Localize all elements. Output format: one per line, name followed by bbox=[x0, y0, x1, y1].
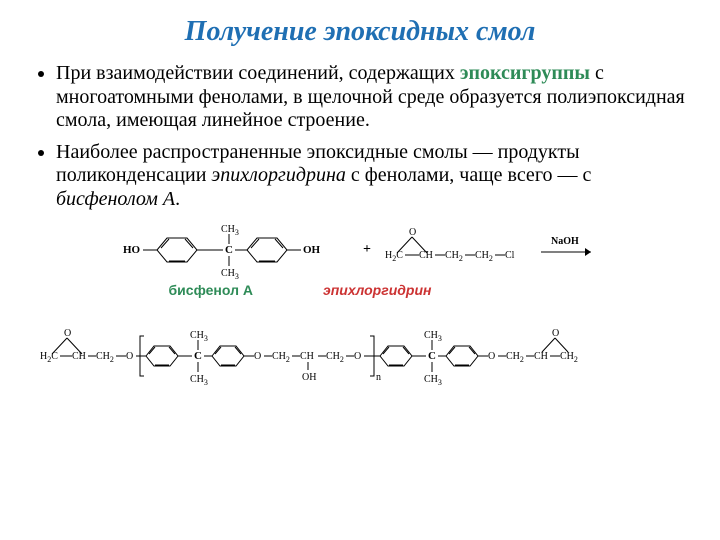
svg-text:O: O bbox=[488, 351, 495, 362]
svg-text:CH: CH bbox=[419, 250, 433, 261]
label-oh: OH bbox=[303, 244, 321, 256]
reactant-labels: бисфенол А эпихлоргидрин bbox=[30, 282, 690, 298]
bullet-1-pre: При взаимодействии соединений, содержащи… bbox=[56, 62, 460, 84]
svg-text:n: n bbox=[376, 372, 381, 383]
bullet-2: Наиболее распространенные эпоксидные смо… bbox=[56, 141, 690, 212]
svg-text:O: O bbox=[254, 351, 261, 362]
svg-text:O: O bbox=[354, 351, 361, 362]
svg-text:CH3: CH3 bbox=[190, 374, 208, 387]
svg-text:CH3: CH3 bbox=[424, 330, 442, 343]
svg-text:O: O bbox=[64, 328, 71, 339]
svg-text:CH3: CH3 bbox=[221, 224, 239, 237]
bullet-1: При взаимодействии соединений, содержащи… bbox=[56, 62, 690, 133]
svg-text:CH: CH bbox=[534, 351, 548, 362]
bullet-2-part-4: . bbox=[175, 188, 180, 210]
svg-text:CH2: CH2 bbox=[475, 250, 493, 263]
svg-text:CH2: CH2 bbox=[445, 250, 463, 263]
bullet-2-part-3: бисфенолом А bbox=[56, 188, 175, 210]
polymer-product-structure: O H2C CH CH2 O CH3 bbox=[40, 324, 680, 394]
svg-text:CH2: CH2 bbox=[326, 351, 344, 364]
svg-text:CH: CH bbox=[72, 351, 86, 362]
label-ho: HO bbox=[123, 244, 141, 256]
svg-text:CH3: CH3 bbox=[190, 330, 208, 343]
svg-text:C: C bbox=[194, 350, 202, 362]
svg-text:H2C: H2C bbox=[40, 351, 58, 364]
body-list: При взаимодействии соединений, содержащи… bbox=[30, 62, 690, 212]
svg-text:O: O bbox=[126, 351, 133, 362]
svg-text:O: O bbox=[409, 227, 416, 238]
svg-text:H2C: H2C bbox=[385, 250, 403, 263]
svg-text:C: C bbox=[428, 350, 436, 362]
bullet-1-keyword: эпоксигруппы bbox=[460, 62, 590, 84]
svg-text:OH: OH bbox=[302, 372, 316, 383]
reactants-row: HO CH3 C CH3 bbox=[30, 220, 690, 280]
slide: Получение эпоксидных смол При взаимодейс… bbox=[0, 0, 720, 540]
svg-text:Cl: Cl bbox=[505, 250, 515, 261]
svg-text:CH: CH bbox=[300, 351, 314, 362]
bullet-2-part-2: с фенолами, чаще всего — с bbox=[346, 164, 592, 186]
epichlorohydrin-structure: O H2C CH CH2 CH2 Cl bbox=[383, 225, 533, 275]
svg-text:CH2: CH2 bbox=[506, 351, 524, 364]
plus-sign: + bbox=[363, 242, 371, 258]
svg-text:CH2: CH2 bbox=[272, 351, 290, 364]
product-row: O H2C CH CH2 O CH3 bbox=[30, 324, 690, 394]
bullet-2-part-1: эпихлоргидрина bbox=[211, 164, 346, 186]
svg-text:CH2: CH2 bbox=[96, 351, 114, 364]
slide-title: Получение эпоксидных смол bbox=[30, 16, 690, 48]
svg-text:O: O bbox=[552, 328, 559, 339]
svg-text:CH3: CH3 bbox=[221, 268, 239, 280]
svg-text:C: C bbox=[225, 244, 233, 256]
bisphenol-a-structure: HO CH3 C CH3 bbox=[121, 220, 351, 280]
svg-text:CH3: CH3 bbox=[424, 374, 442, 387]
catalyst-label: NaOH bbox=[551, 236, 579, 247]
svg-text:CH2: CH2 bbox=[560, 351, 578, 364]
label-epichlorohydrin: эпихлоргидрин bbox=[323, 282, 431, 298]
label-bisphenol: бисфенол А bbox=[169, 282, 253, 298]
reaction-arrow: NaOH bbox=[539, 230, 599, 270]
